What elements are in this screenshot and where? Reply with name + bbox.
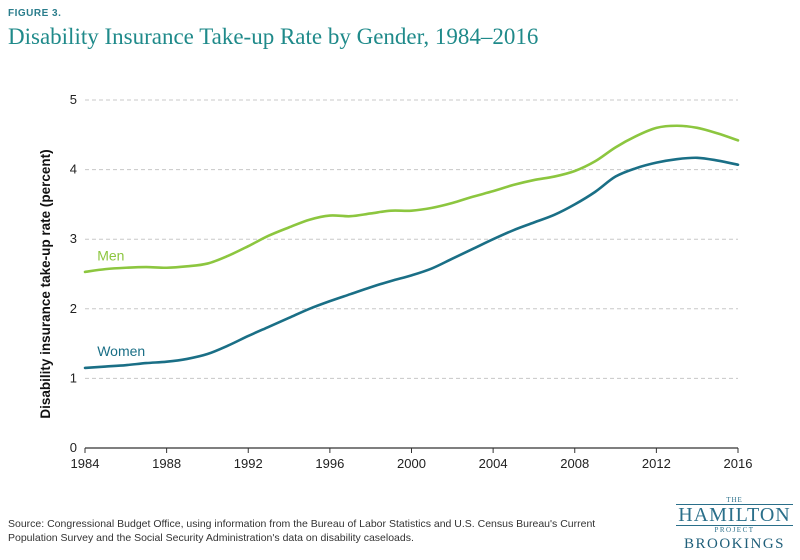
x-tick-label: 2000 <box>397 456 426 471</box>
y-tick-label: 3 <box>70 231 77 246</box>
logo-project: PROJECT <box>714 526 755 534</box>
series-line-women <box>83 156 740 370</box>
hamilton-project-brookings-logo: THE HAMILTON PROJECT BROOKINGS <box>672 496 797 553</box>
y-axis-label: Disability insurance take-up rate (perce… <box>38 149 53 418</box>
x-tick-label: 2012 <box>642 456 671 471</box>
y-tick-label: 0 <box>70 440 77 455</box>
line-chart: 0 1 2 3 4 5 1984 1988 1992 1996 2000 2004 2008 2012 20… <box>38 92 752 471</box>
x-tick-label: 2004 <box>479 456 508 471</box>
y-tick-label: 5 <box>70 92 77 107</box>
logo-brookings: BROOKINGS <box>683 536 785 552</box>
series-label-women: Women <box>97 343 145 359</box>
y-tick-label: 4 <box>70 162 77 177</box>
x-tick-label: 1984 <box>71 456 100 471</box>
x-tick-label: 1992 <box>234 456 263 471</box>
figure-label: FIGURE 3. <box>8 8 62 19</box>
axis-labels: 0 1 2 3 4 5 1984 1988 1992 1996 2000 2004 2008 2012 20… <box>38 92 752 471</box>
series-lines <box>83 124 740 370</box>
axes <box>84 447 739 453</box>
x-tick-label: 1988 <box>152 456 181 471</box>
logo-hamilton: HAMILTON <box>676 504 793 526</box>
source-note: Source: Congressional Budget Office, usi… <box>8 518 596 544</box>
x-tick-label: 2008 <box>560 456 589 471</box>
y-tick-label: 1 <box>70 370 77 385</box>
grid-lines <box>85 99 738 379</box>
chart-title: Disability Insurance Take-up Rate by Gen… <box>8 24 539 49</box>
series-line-men <box>83 124 740 274</box>
logo-the: THE <box>726 496 743 504</box>
x-tick-label: 2016 <box>724 456 753 471</box>
series-label-men: Men <box>97 248 124 264</box>
x-tick-label: 1996 <box>315 456 344 471</box>
y-tick-label: 2 <box>70 301 77 316</box>
